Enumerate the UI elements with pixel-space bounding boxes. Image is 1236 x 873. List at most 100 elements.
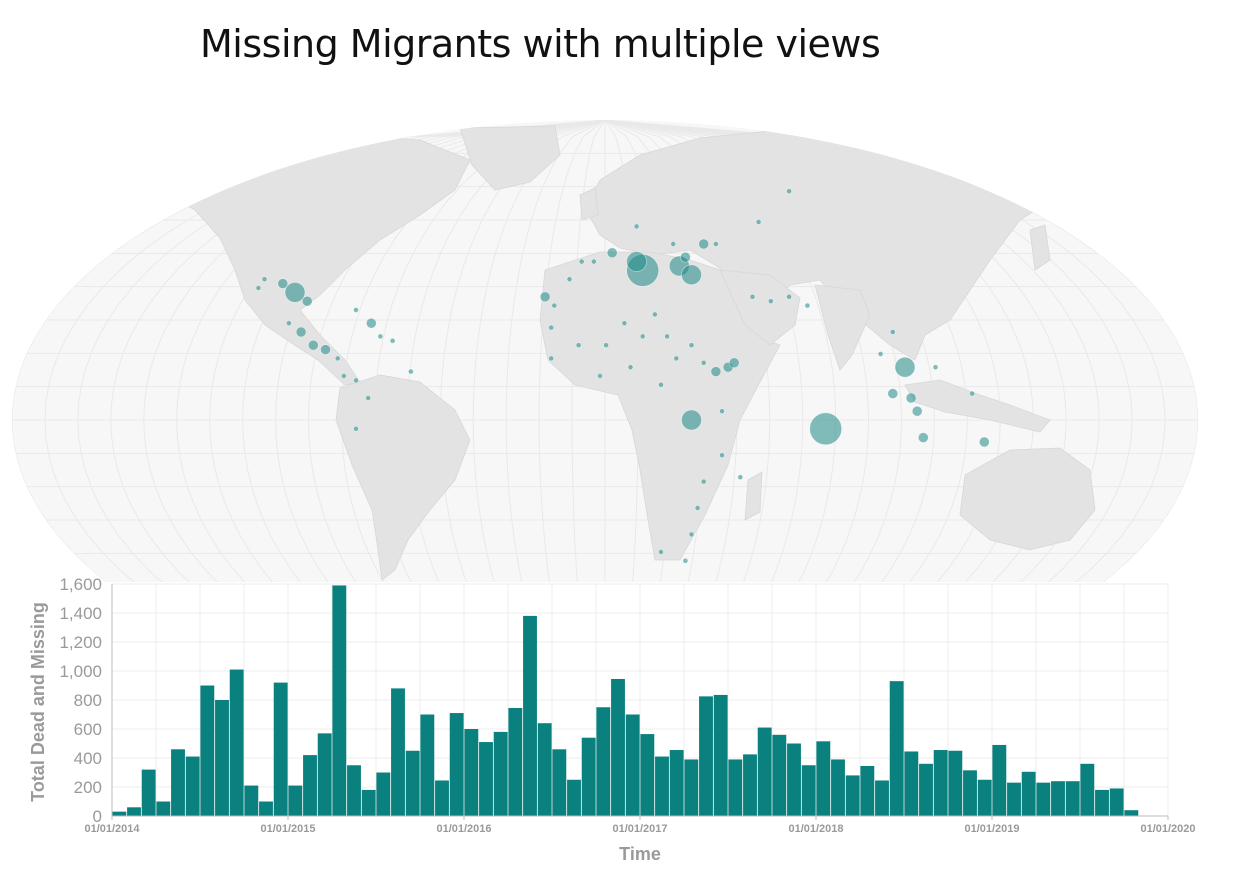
bar-2016-08[interactable] xyxy=(567,779,581,816)
migrant-incident-marker[interactable] xyxy=(365,395,372,401)
migrant-incident-marker[interactable] xyxy=(551,302,558,309)
migrant-incident-marker[interactable] xyxy=(737,474,744,481)
bar-2018-03[interactable] xyxy=(845,775,860,816)
bar-2017-10[interactable] xyxy=(772,734,787,816)
bar-2015-01[interactable] xyxy=(288,785,303,816)
migrant-incident-marker[interactable] xyxy=(548,324,555,331)
bar-2018-07[interactable] xyxy=(904,751,919,816)
bar-2014-01[interactable] xyxy=(112,811,127,816)
bar-2016-06[interactable] xyxy=(537,723,552,816)
migrant-incident-marker[interactable] xyxy=(749,294,756,300)
migrant-incident-marker[interactable] xyxy=(688,531,695,538)
bar-2017-06[interactable] xyxy=(713,694,728,816)
bar-2018-01[interactable] xyxy=(816,741,831,816)
bar-2019-01[interactable] xyxy=(992,744,1007,816)
migrant-incident-marker[interactable] xyxy=(627,364,634,370)
bar-2016-10[interactable] xyxy=(596,707,611,816)
bar-2014-06[interactable] xyxy=(185,756,200,816)
migrant-incident-marker[interactable] xyxy=(652,311,658,318)
bar-2018-02[interactable] xyxy=(831,759,845,816)
migrant-incident-marker[interactable] xyxy=(353,425,359,432)
migrant-incident-marker[interactable] xyxy=(698,238,710,250)
bar-2014-07[interactable] xyxy=(200,685,215,817)
bar-2015-09[interactable] xyxy=(405,750,420,816)
bar-2016-05[interactable] xyxy=(523,615,537,816)
migrant-incident-marker[interactable] xyxy=(606,247,618,259)
migrant-incident-marker[interactable] xyxy=(728,357,740,369)
bar-2016-04[interactable] xyxy=(508,707,523,816)
migrant-incident-marker[interactable] xyxy=(969,390,975,397)
bar-2016-12[interactable] xyxy=(625,714,640,817)
migrant-incident-marker[interactable] xyxy=(809,412,843,446)
migrant-incident-marker[interactable] xyxy=(719,408,725,415)
migrant-incident-marker[interactable] xyxy=(626,251,647,272)
migrant-incident-marker[interactable] xyxy=(877,351,884,357)
bar-2015-08[interactable] xyxy=(391,688,405,816)
bar-2016-07[interactable] xyxy=(552,749,567,816)
bar-2014-02[interactable] xyxy=(127,807,141,816)
migrant-incident-marker[interactable] xyxy=(804,302,811,309)
migrant-incident-marker[interactable] xyxy=(670,241,677,247)
bar-2019-09[interactable] xyxy=(1109,788,1124,816)
bar-2019-06[interactable] xyxy=(1065,781,1080,816)
bar-2014-04[interactable] xyxy=(156,801,171,817)
migrant-incident-marker[interactable] xyxy=(307,339,319,351)
migrant-incident-marker[interactable] xyxy=(566,276,573,282)
bar-2016-03[interactable] xyxy=(493,731,508,816)
migrant-incident-marker[interactable] xyxy=(603,342,609,348)
bar-2017-07[interactable] xyxy=(728,759,743,816)
migrant-incident-marker[interactable] xyxy=(905,392,917,404)
migrant-incident-marker[interactable] xyxy=(894,356,916,378)
migrant-incident-marker[interactable] xyxy=(700,360,707,366)
bar-2014-11[interactable] xyxy=(259,801,273,817)
migrant-incident-marker[interactable] xyxy=(889,329,896,335)
bar-2015-02[interactable] xyxy=(303,755,317,816)
migrant-incident-marker[interactable] xyxy=(767,298,774,304)
migrant-incident-marker[interactable] xyxy=(658,549,664,555)
bar-2015-03[interactable] xyxy=(317,733,332,816)
migrant-incident-marker[interactable] xyxy=(694,505,701,511)
migrant-incident-marker[interactable] xyxy=(664,333,670,340)
bar-2018-10[interactable] xyxy=(948,750,963,816)
migrant-incident-marker[interactable] xyxy=(591,258,597,265)
bar-2018-12[interactable] xyxy=(977,779,992,816)
bar-2015-05[interactable] xyxy=(347,765,361,816)
migrant-incident-marker[interactable] xyxy=(578,258,585,265)
migrant-incident-marker[interactable] xyxy=(710,366,722,377)
bar-2015-04[interactable] xyxy=(332,585,347,816)
migrant-incident-marker[interactable] xyxy=(286,320,292,326)
bar-2014-09[interactable] xyxy=(229,669,244,816)
migrant-incident-marker[interactable] xyxy=(353,377,359,384)
bar-2014-05[interactable] xyxy=(171,749,185,816)
migrant-incident-marker[interactable] xyxy=(539,291,551,303)
bar-2017-12[interactable] xyxy=(801,765,816,816)
bar-2015-07[interactable] xyxy=(376,772,391,817)
migrant-incident-marker[interactable] xyxy=(911,405,923,417)
migrant-incident-marker[interactable] xyxy=(389,338,396,344)
bar-2018-06[interactable] xyxy=(889,681,904,816)
bar-2017-11[interactable] xyxy=(787,743,801,817)
migrant-incident-marker[interactable] xyxy=(277,278,289,289)
bar-2018-05[interactable] xyxy=(875,780,889,816)
migrant-incident-marker[interactable] xyxy=(700,478,707,485)
migrant-incident-marker[interactable] xyxy=(365,317,377,329)
migrant-incident-marker[interactable] xyxy=(548,355,555,362)
migrant-incident-marker[interactable] xyxy=(639,333,646,340)
bar-2018-04[interactable] xyxy=(860,765,875,816)
migrant-incident-marker[interactable] xyxy=(261,276,268,282)
migrant-incident-marker[interactable] xyxy=(887,388,899,399)
migrant-incident-marker[interactable] xyxy=(633,223,640,230)
migrant-incident-marker[interactable] xyxy=(353,307,359,313)
migrant-incident-marker[interactable] xyxy=(713,241,719,247)
migrant-incident-marker[interactable] xyxy=(719,452,725,459)
bar-2019-03[interactable] xyxy=(1021,771,1036,816)
migrant-incident-marker[interactable] xyxy=(682,557,689,564)
bar-2015-12[interactable] xyxy=(449,713,464,816)
bar-2019-07[interactable] xyxy=(1080,763,1095,816)
migrant-incident-marker[interactable] xyxy=(621,320,628,326)
bar-2019-05[interactable] xyxy=(1051,781,1065,816)
migrant-incident-marker[interactable] xyxy=(301,295,313,307)
migrant-incident-marker[interactable] xyxy=(932,364,939,370)
bar-2019-02[interactable] xyxy=(1007,782,1021,816)
bar-2017-08[interactable] xyxy=(743,754,757,817)
